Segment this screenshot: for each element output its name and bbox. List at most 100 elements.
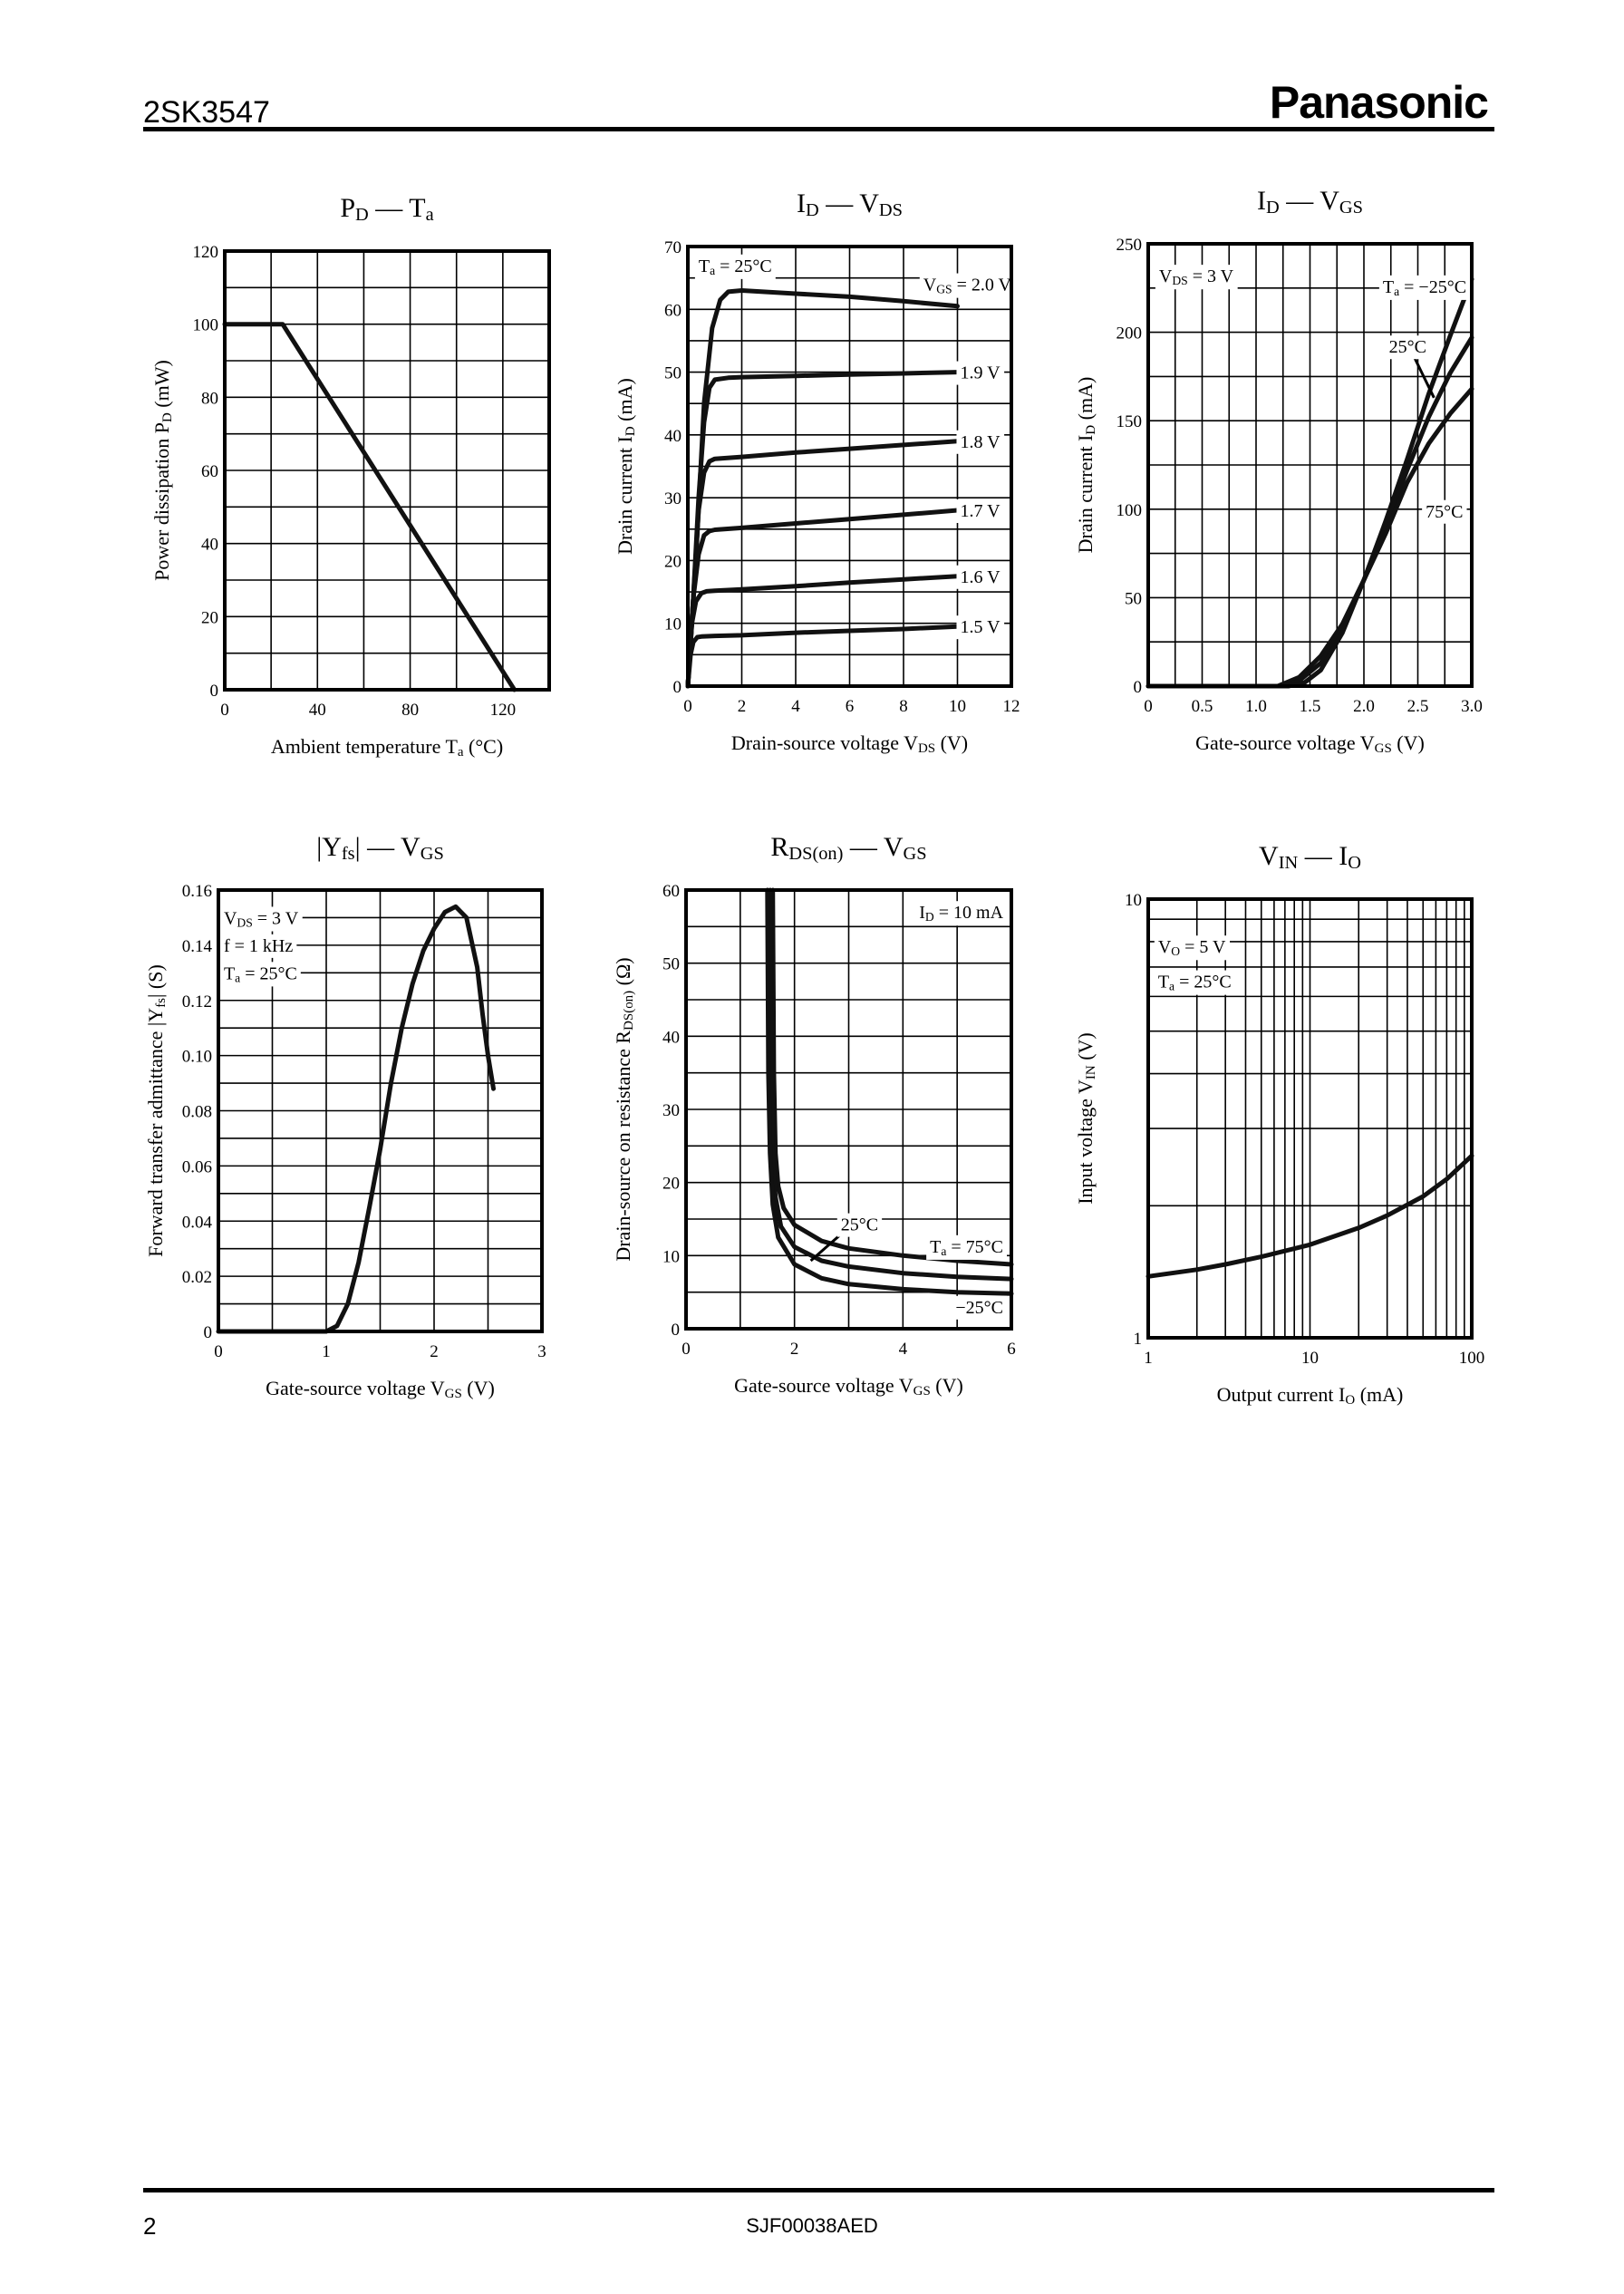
y-axis-label: Drain current ID (mA) — [1074, 377, 1098, 554]
x-tick-label: 3.0 — [1461, 697, 1483, 716]
chart-title: RDS(on) — VGS — [770, 832, 926, 864]
y-tick-label: 0 — [672, 1321, 681, 1340]
annotation-bg — [956, 615, 1005, 640]
chart-4: VDS = 3 V f = 1 kHz Ta = 25°C 0 1 2 3 0 0.02 0.04… — [144, 832, 546, 1401]
y-tick-label: 40 — [664, 427, 682, 446]
x-tick-label: 40 — [309, 701, 326, 720]
page-number: 2 — [143, 2212, 156, 2240]
y-tick-label: 10 — [664, 615, 682, 634]
x-tick-label: 120 — [490, 701, 517, 720]
x-tick-label: 2.5 — [1407, 697, 1429, 716]
x-tick-label: 100 — [1459, 1349, 1485, 1368]
annotation-label: VDS = 3 V — [224, 908, 299, 929]
chart-title: VIN — IO — [1259, 841, 1361, 873]
chart-title: |Yfs| — VGS — [316, 832, 444, 864]
annotations: Ta = 25°C VGS = 2.0 V 1.9 V 1.8 V 1.7 V 1.6 V… — [694, 254, 1016, 640]
chart-3: VDS = 3 V Ta = −25°C 25°C 75°C 0 0.5 1.0 1.5 2.0… — [1074, 186, 1483, 756]
series-line-4 — [685, 508, 960, 689]
series-line-1 — [770, 887, 1014, 1267]
series-line-1 — [216, 904, 496, 1334]
y-tick-label: 0 — [673, 678, 682, 697]
plot-frame — [686, 245, 1013, 688]
annotation-label: Ta = 75°C — [930, 1237, 1003, 1258]
footer-rule — [143, 2188, 1494, 2192]
y-tick-label: 20 — [664, 552, 682, 571]
annotation-bg — [1154, 935, 1231, 961]
x-tick-label: 1.5 — [1300, 697, 1321, 716]
annotation-label: Ta = 25°C — [224, 963, 297, 984]
y-axis-label: Power dissipation PD (mW) — [150, 360, 175, 581]
y-tick-label: 50 — [664, 364, 682, 383]
annotation-label: 1.6 V — [960, 567, 1000, 587]
y-tick-label: 250 — [1116, 236, 1143, 255]
annotation-bg — [952, 1295, 1008, 1320]
x-axis-label: Drain-source voltage VDS (V) — [731, 731, 968, 756]
annotation-bg — [1155, 265, 1238, 290]
y-tick-label: 30 — [664, 489, 682, 508]
y-tick-label: 60 — [662, 882, 680, 901]
x-axis-label: Gate-source voltage VGS (V) — [266, 1377, 495, 1401]
annotation-bg — [694, 254, 776, 279]
header-rule — [143, 127, 1494, 131]
x-tick-label: 12 — [1003, 697, 1020, 716]
y-axis-label: Drain-source on resistance RDS(on) (Ω) — [612, 957, 636, 1261]
x-tick-label: 2.0 — [1353, 697, 1375, 716]
annotation-bg — [956, 565, 1005, 589]
y-tick-label: 0 — [210, 682, 219, 701]
y-tick-label: 0.04 — [182, 1213, 213, 1232]
plot-frame — [684, 888, 1013, 1331]
annotation-label: Ta = 25°C — [1158, 973, 1232, 993]
series-line-1 — [222, 322, 517, 692]
y-tick-label: 80 — [201, 389, 218, 408]
y-tick-label: 70 — [664, 238, 682, 257]
y-tick-label: 120 — [193, 243, 219, 262]
series-line-1 — [1146, 1153, 1474, 1279]
x-axis-label: Gate-source voltage VGS (V) — [1195, 731, 1425, 756]
annotations: VDS = 3 V Ta = −25°C 25°C 75°C — [1155, 265, 1471, 524]
y-tick-label: 50 — [662, 955, 680, 974]
y-tick-label: 50 — [1125, 589, 1142, 608]
annotation-bg — [219, 934, 297, 958]
plot-frame — [223, 249, 551, 692]
annotation-bg — [1378, 275, 1471, 300]
x-axis-label: Output current IO (mA) — [1217, 1383, 1404, 1408]
x-tick-label: 1.0 — [1245, 697, 1267, 716]
part-number: 2SK3547 — [143, 95, 270, 130]
y-tick-label: 10 — [1125, 891, 1142, 910]
x-tick-label: 6 — [846, 697, 855, 716]
x-axis-label: Gate-source voltage VGS (V) — [734, 1374, 963, 1399]
annotation-label: 1.5 V — [960, 617, 1000, 637]
annotations: ID = 10 mA 25°C Ta = 75°C −25°C — [809, 901, 1008, 1320]
y-tick-label: 0.02 — [182, 1268, 212, 1287]
series-line-2 — [768, 887, 1014, 1282]
y-tick-label: 40 — [201, 536, 218, 555]
x-tick-label: 0 — [214, 1342, 223, 1361]
y-tick-label: 10 — [662, 1247, 680, 1266]
chart-title: ID — VDS — [797, 189, 903, 220]
y-tick-label: 100 — [1116, 501, 1143, 520]
y-tick-label: 0.14 — [182, 937, 213, 956]
y-tick-label: 100 — [193, 316, 219, 335]
x-tick-label: 6 — [1007, 1340, 1016, 1359]
annotation-label: 75°C — [1426, 502, 1463, 522]
x-tick-label: 4 — [791, 697, 800, 716]
x-tick-label: 0 — [683, 697, 692, 716]
annotation-bg — [956, 430, 1005, 454]
y-tick-label: 0.06 — [182, 1157, 212, 1176]
annotation-label: f = 1 kHz — [224, 936, 293, 956]
annotation-bg — [956, 361, 1005, 385]
panasonic-logo: Panasonic — [1270, 77, 1488, 128]
plot-frame — [1146, 242, 1474, 688]
annotation-label: ID = 10 mA — [919, 903, 1003, 924]
x-tick-label: 0 — [1144, 697, 1153, 716]
x-tick-label: 10 — [949, 697, 966, 716]
y-tick-label: 150 — [1116, 412, 1143, 431]
annotation-label: 1.8 V — [960, 432, 1000, 452]
annotation-bg — [919, 273, 1016, 298]
plot-frame — [1146, 897, 1474, 1340]
x-tick-label: 80 — [401, 701, 419, 720]
y-tick-label: 30 — [662, 1101, 680, 1120]
y-axis-label: Drain current ID (mA) — [614, 378, 638, 555]
